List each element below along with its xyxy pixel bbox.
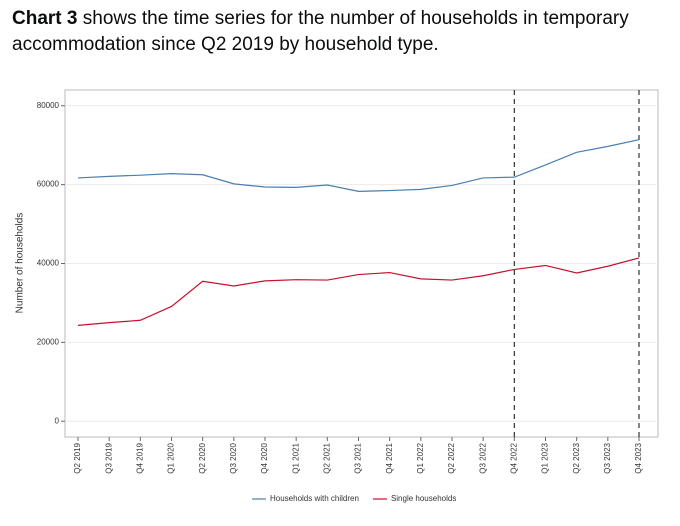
x-tick-label: Q4 2023 [634,442,643,473]
series-line [77,257,640,327]
x-tick-label: Q3 2022 [478,442,487,473]
chart-heading: Chart 3 shows the time series for the nu… [12,6,632,58]
x-tick-label: Q4 2021 [385,442,394,473]
x-tick-label: Q2 2023 [572,442,581,473]
x-tick-label: Q4 2022 [509,442,518,473]
x-tick-label: Q1 2023 [541,442,550,473]
x-tick-label: Q3 2019 [104,442,113,473]
y-tick-label: 0 [55,416,60,425]
y-tick-label: 20000 [37,337,60,346]
legend-label: Households with children [270,494,359,503]
x-tick-label: Q1 2020 [167,442,176,473]
y-tick-label: 80000 [37,101,60,110]
x-tick-label: Q2 2021 [322,442,331,473]
chart-title: shows the time series for the number of … [12,8,629,55]
y-axis-label: Number of households [15,213,26,314]
series-line [77,139,640,192]
chart-title-lead: Chart 3 [12,8,78,29]
x-tick-label: Q4 2020 [260,442,269,473]
x-tick-label: Q2 2022 [447,442,456,473]
x-tick-label: Q1 2022 [416,442,425,473]
y-tick-label: 40000 [37,259,60,268]
x-tick-label: Q2 2019 [73,442,82,473]
x-tick-label: Q2 2020 [198,442,207,473]
x-tick-label: Q4 2019 [135,442,144,473]
y-tick-label: 60000 [37,180,60,189]
x-tick-label: Q3 2020 [229,442,238,473]
x-tick-label: Q3 2021 [354,442,363,473]
x-tick-label: Q1 2021 [291,442,300,473]
legend-label: Single households [391,494,456,503]
x-tick-label: Q3 2023 [603,442,612,473]
